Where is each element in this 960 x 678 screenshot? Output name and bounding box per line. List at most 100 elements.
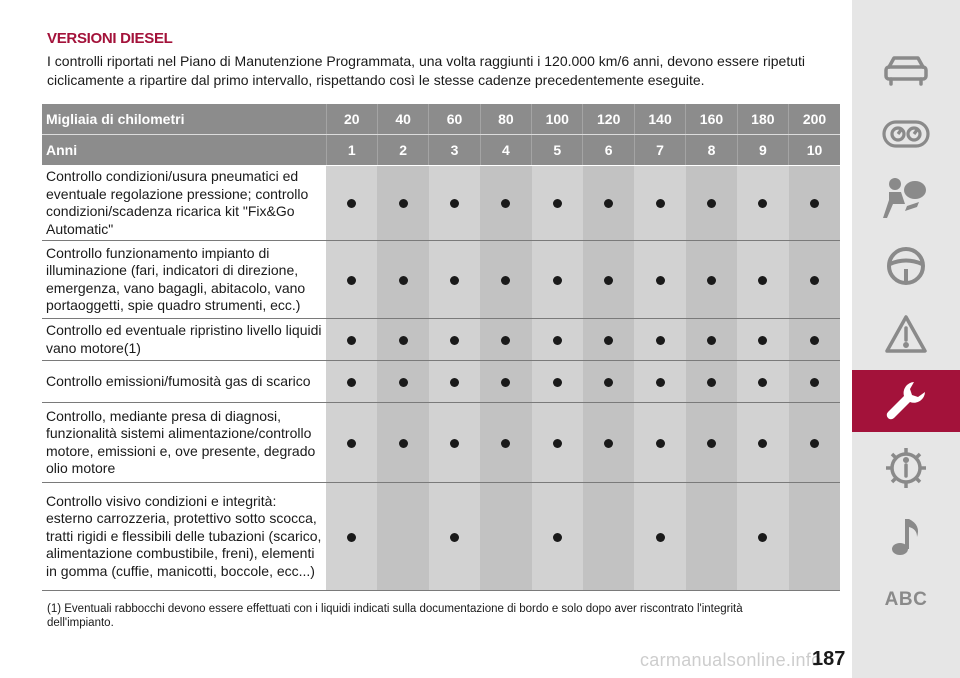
music-note-icon bbox=[892, 519, 918, 555]
schedule-cell bbox=[685, 240, 738, 319]
check-dot bbox=[552, 275, 562, 285]
schedule-cell bbox=[428, 402, 481, 483]
chapter-sidebar: ABC bbox=[852, 0, 960, 678]
schedule-cell bbox=[788, 482, 840, 591]
check-dot bbox=[655, 532, 665, 542]
km-header-row: Migliaia di chilometri 20 40 60 80 100 1… bbox=[42, 104, 840, 135]
intro-paragraph: I controlli riportati nel Piano di Manut… bbox=[47, 53, 805, 88]
schedule-cell bbox=[428, 165, 481, 241]
years-header-cell: 10 bbox=[788, 134, 840, 166]
sidebar-item-driving[interactable] bbox=[852, 238, 960, 294]
check-dot bbox=[758, 532, 768, 542]
check-dot bbox=[655, 199, 665, 208]
schedule-cell bbox=[685, 482, 738, 591]
check-dot bbox=[604, 275, 614, 285]
schedule-cell bbox=[788, 318, 840, 361]
schedule-cell bbox=[480, 318, 532, 361]
check-dot bbox=[347, 275, 357, 285]
check-dot bbox=[809, 377, 819, 387]
sidebar-item-maintenance[interactable] bbox=[852, 370, 960, 432]
check-dot bbox=[501, 335, 511, 345]
gauge-cluster-icon bbox=[882, 120, 930, 148]
km-header-cell: 140 bbox=[633, 104, 686, 135]
sidebar-item-technical-data[interactable] bbox=[852, 440, 960, 496]
sidebar-item-vehicle[interactable] bbox=[852, 42, 960, 98]
table-row: Controllo ed eventuale ripristino livell… bbox=[42, 318, 840, 361]
schedule-cell bbox=[737, 482, 789, 591]
schedule-cell bbox=[326, 165, 378, 241]
check-dot bbox=[604, 377, 614, 387]
schedule-cell bbox=[480, 402, 532, 483]
table-row: Controllo, mediante presa di diagnosi, f… bbox=[42, 402, 840, 483]
footnote: (1) Eventuali rabbocchi devono essere ef… bbox=[47, 602, 807, 630]
steering-wheel-icon bbox=[887, 247, 925, 285]
check-dot bbox=[501, 275, 511, 285]
watermark: carmanualsonline.info bbox=[640, 650, 822, 670]
years-header-cell: 7 bbox=[633, 134, 686, 166]
schedule-cell bbox=[428, 318, 481, 361]
schedule-cell bbox=[685, 360, 738, 403]
check-dot bbox=[552, 335, 562, 345]
row-label: Controllo funzionamento impianto di illu… bbox=[42, 240, 327, 319]
check-dot bbox=[347, 532, 357, 542]
schedule-cell bbox=[377, 318, 429, 361]
sidebar-item-multimedia[interactable] bbox=[852, 508, 960, 564]
schedule-cell bbox=[737, 240, 789, 319]
schedule-cell bbox=[582, 402, 635, 483]
row-label: Controllo ed eventuale ripristino livell… bbox=[42, 318, 327, 361]
schedule-cell bbox=[685, 318, 738, 361]
check-dot bbox=[450, 532, 459, 542]
check-dot bbox=[398, 275, 408, 285]
sidebar-item-index[interactable]: ABC bbox=[852, 572, 960, 628]
schedule-cell bbox=[737, 165, 789, 241]
check-dot bbox=[706, 438, 716, 448]
schedule-cell bbox=[788, 165, 840, 241]
car-icon bbox=[884, 56, 928, 86]
years-header-cell: 5 bbox=[531, 134, 583, 166]
schedule-cell bbox=[377, 482, 429, 591]
schedule-cell bbox=[788, 240, 840, 319]
check-dot bbox=[655, 438, 665, 448]
table-row: Controllo funzionamento impianto di illu… bbox=[42, 240, 840, 319]
check-dot bbox=[809, 438, 819, 448]
schedule-cell bbox=[377, 165, 429, 241]
km-header-cell: 40 bbox=[376, 104, 429, 135]
page-number: 187 bbox=[812, 648, 846, 670]
check-dot bbox=[552, 532, 562, 542]
km-header-cell: 160 bbox=[685, 104, 738, 135]
schedule-cell bbox=[531, 360, 583, 403]
check-dot bbox=[552, 199, 562, 208]
wrench-icon bbox=[886, 382, 925, 420]
years-header-cell: 9 bbox=[736, 134, 789, 166]
check-dot bbox=[604, 438, 614, 448]
sidebar-item-dashboard[interactable] bbox=[852, 106, 960, 162]
check-dot bbox=[552, 377, 562, 387]
schedule-cell bbox=[326, 240, 378, 319]
schedule-cell bbox=[634, 482, 686, 591]
check-dot bbox=[398, 199, 408, 208]
check-dot bbox=[347, 335, 357, 345]
check-dot bbox=[758, 335, 768, 345]
schedule-cell bbox=[634, 240, 686, 319]
check-dot bbox=[809, 275, 819, 285]
row-label: Controllo emissioni/fumosità gas di scar… bbox=[42, 360, 327, 403]
sidebar-item-safety[interactable] bbox=[852, 170, 960, 226]
check-dot bbox=[347, 199, 357, 208]
schedule-cell bbox=[377, 240, 429, 319]
schedule-cell bbox=[531, 165, 583, 241]
check-dot bbox=[604, 199, 614, 208]
check-dot bbox=[758, 377, 768, 387]
check-dot bbox=[604, 335, 614, 345]
sidebar-item-emergency[interactable] bbox=[852, 306, 960, 362]
table-row: Controllo condizioni/usura pneumatici ed… bbox=[42, 165, 840, 241]
schedule-cell bbox=[634, 318, 686, 361]
schedule-cell bbox=[326, 318, 378, 361]
schedule-cell bbox=[634, 360, 686, 403]
km-header-cell: 60 bbox=[428, 104, 481, 135]
check-dot bbox=[450, 335, 459, 345]
check-dot bbox=[501, 377, 511, 387]
km-header-cell: 20 bbox=[325, 104, 378, 135]
schedule-cell bbox=[326, 482, 378, 591]
check-dot bbox=[450, 199, 459, 208]
check-dot bbox=[398, 377, 408, 387]
